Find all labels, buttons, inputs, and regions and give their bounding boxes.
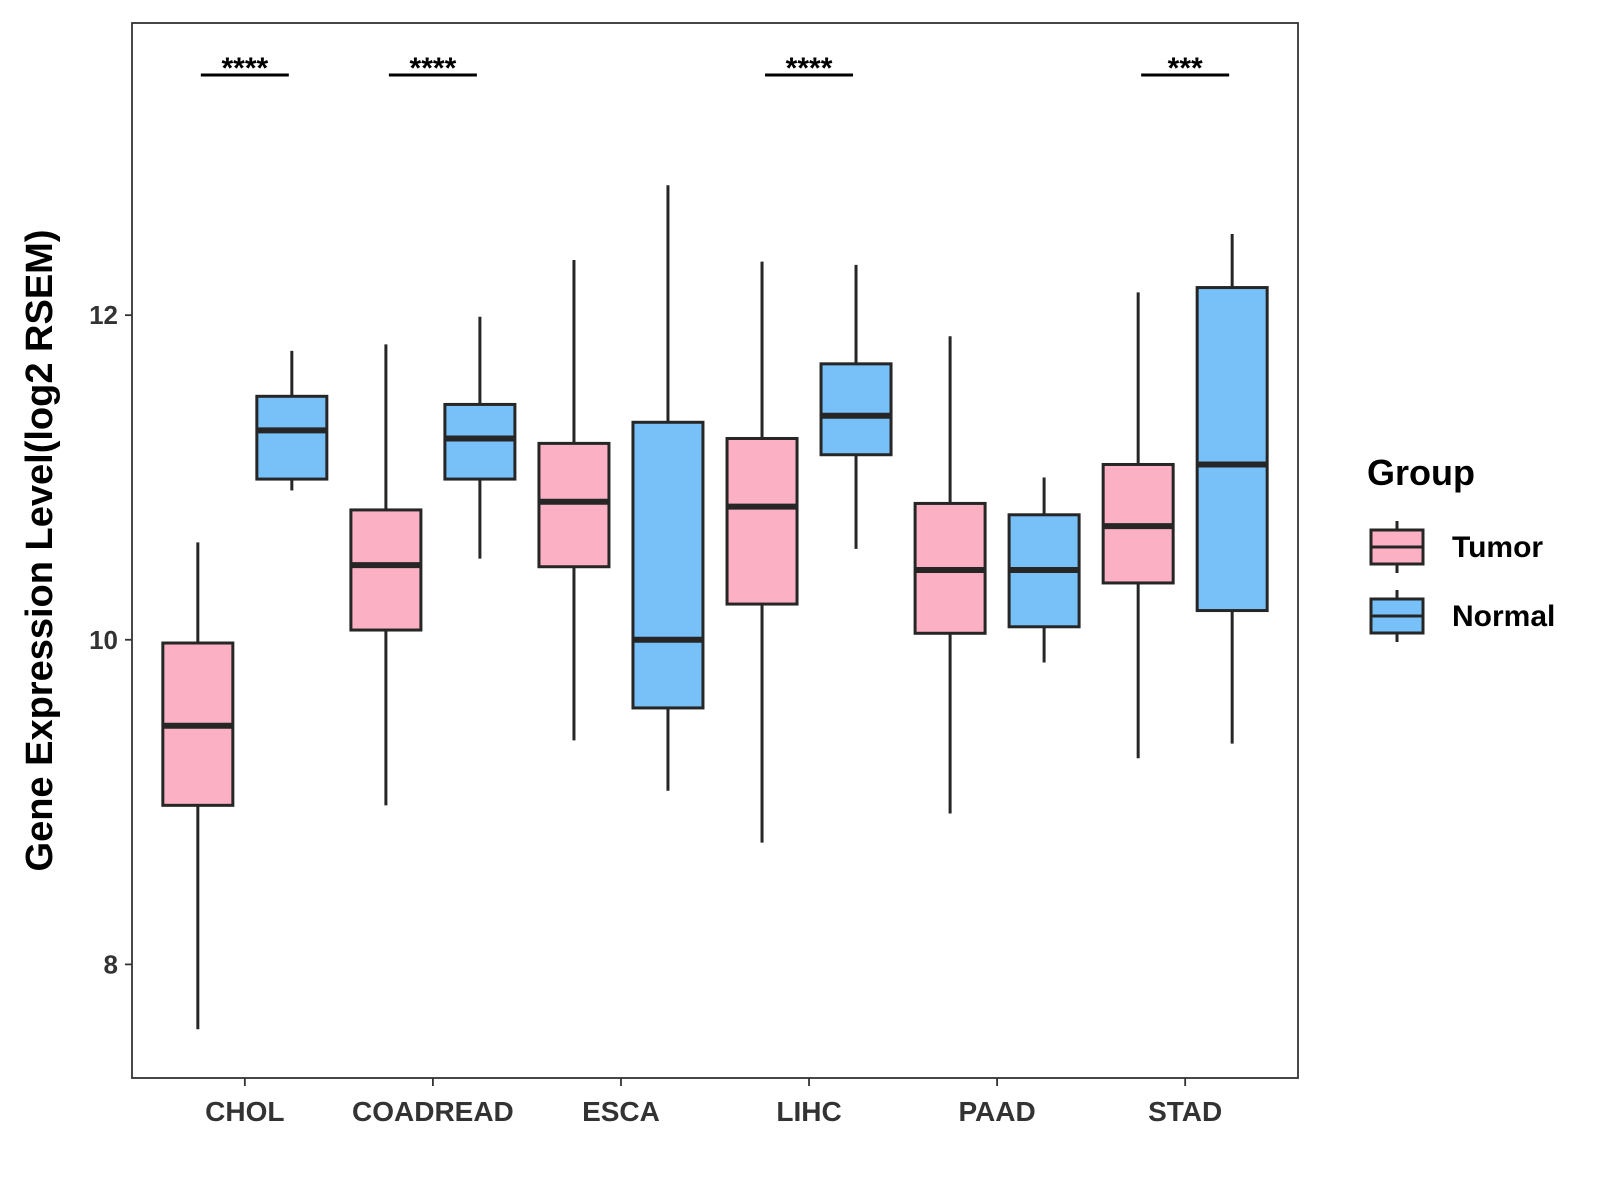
box-tumor-chol: [161, 542, 235, 1030]
box-normal-chol: [255, 350, 329, 491]
box-body: [255, 394, 329, 481]
box-body: [537, 441, 611, 569]
box-body: [443, 402, 517, 481]
legend-key-tumor: [1369, 521, 1425, 573]
legend-title: Group: [1367, 452, 1475, 493]
legend-label-tumor: Tumor: [1452, 531, 1543, 564]
box-normal-lihc: [819, 264, 893, 549]
significance-label-chol: ****: [221, 52, 268, 85]
significance-label-lihc: ****: [786, 52, 833, 85]
x-tick-label-stad: STAD: [1148, 1096, 1222, 1127]
legend-label-normal: Normal: [1452, 600, 1555, 633]
y-tick-label: 12: [89, 300, 118, 330]
significance-label-stad: ***: [1168, 52, 1203, 85]
significance-label-coadread: ****: [410, 52, 457, 85]
y-axis-title: Gene Expression Level(log2 RSEM): [19, 230, 61, 872]
box-tumor-coadread: [349, 344, 423, 806]
legend: Group Tumor Normal: [1367, 452, 1555, 642]
box-body: [1195, 286, 1269, 613]
box-tumor-esca: [537, 259, 611, 741]
x-tick-label-coadread: COADREAD: [352, 1096, 514, 1127]
box-tumor-stad: [1101, 292, 1175, 759]
x-tick-label-paad: PAAD: [958, 1096, 1035, 1127]
box-tumor-lihc: [725, 261, 799, 843]
x-tick-label-esca: ESCA: [582, 1096, 660, 1127]
plot-border: [131, 22, 1299, 1079]
box-body: [631, 420, 705, 710]
y-tick-label: 10: [89, 625, 118, 655]
y-tick-label: 8: [104, 949, 118, 979]
box-normal-paad: [1007, 477, 1081, 663]
legend-key-normal: [1369, 590, 1425, 642]
box-normal-stad: [1195, 234, 1269, 744]
x-tick-label-chol: CHOL: [205, 1096, 284, 1127]
x-tick-label-lihc: LIHC: [776, 1096, 841, 1127]
box-normal-coadread: [443, 316, 517, 559]
box-body: [725, 437, 799, 606]
box-body: [349, 508, 423, 632]
box-tumor-paad: [913, 336, 987, 814]
box-normal-esca: [631, 185, 705, 791]
box-body: [819, 362, 893, 457]
